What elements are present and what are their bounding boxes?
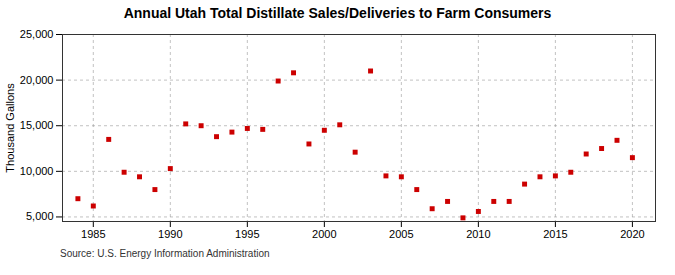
svg-text:25,000: 25,000 [20, 28, 54, 40]
svg-text:10,000: 10,000 [20, 165, 54, 177]
html-text:Source: U.S. Energy Informatio: Source: U.S. Energy Information Administ… [60, 248, 270, 259]
svg-text:2015: 2015 [543, 228, 567, 240]
svg-text:2020: 2020 [620, 228, 644, 240]
svg-text:2005: 2005 [389, 228, 413, 240]
svg-text:5,000: 5,000 [26, 210, 54, 222]
svg-text:15,000: 15,000 [20, 119, 54, 131]
svg-text:1985: 1985 [81, 228, 105, 240]
svg-text:20,000: 20,000 [20, 74, 54, 86]
svg-text:Thousand Gallons: Thousand Gallons [4, 83, 16, 173]
svg-text:1995: 1995 [235, 228, 259, 240]
svg-text:2000: 2000 [312, 228, 336, 240]
svg-text:2010: 2010 [466, 228, 490, 240]
svg-text:1990: 1990 [158, 228, 182, 240]
html-text:Annual Utah Total Distillate S: Annual Utah Total Distillate Sales/Deliv… [123, 5, 552, 21]
